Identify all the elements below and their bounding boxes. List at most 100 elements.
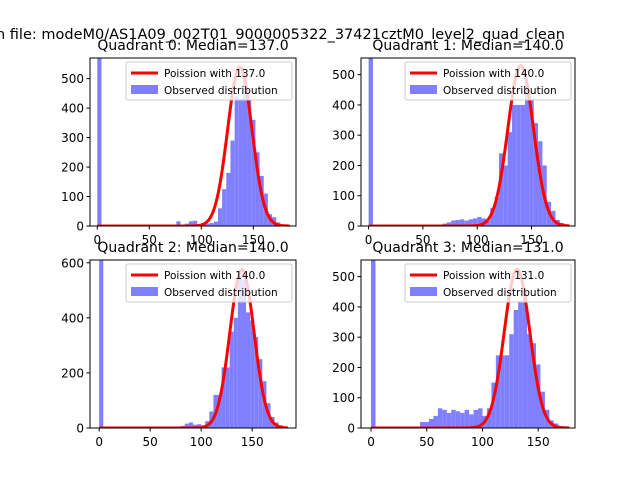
histogram-bar bbox=[520, 104, 526, 226]
histogram-bar bbox=[209, 223, 214, 226]
x-tick-label: 150 bbox=[241, 435, 264, 449]
histogram-bar bbox=[420, 421, 425, 428]
histogram-bar bbox=[446, 412, 452, 428]
histogram-bar bbox=[494, 197, 499, 226]
legend-observed-swatch bbox=[131, 85, 158, 94]
histogram-bar bbox=[226, 172, 231, 226]
histogram-bar bbox=[221, 367, 226, 428]
x-tick-label: 150 bbox=[520, 233, 543, 247]
histogram-bar bbox=[437, 408, 443, 428]
histogram-bar bbox=[176, 221, 181, 226]
histogram-bar bbox=[213, 221, 218, 226]
legend-observed-swatch bbox=[131, 287, 158, 296]
legend-box bbox=[404, 263, 572, 303]
histogram-bar bbox=[460, 412, 465, 428]
legend-poisson-label: Poission with 140.0 bbox=[164, 270, 265, 282]
y-tick-label: 500 bbox=[332, 270, 355, 284]
legend-observed-swatch bbox=[410, 287, 437, 296]
panel-title: Quadrant 3: Median=131.0 bbox=[372, 240, 563, 256]
panel-title: Quadrant 0: Median=137.0 bbox=[97, 38, 288, 54]
x-tick-label: 50 bbox=[142, 233, 157, 247]
histogram-bar bbox=[371, 260, 376, 428]
histogram-bar bbox=[193, 424, 198, 428]
histogram-bar bbox=[238, 99, 243, 226]
histogram-bar bbox=[451, 409, 456, 428]
histogram-bar bbox=[188, 422, 193, 428]
histogram-bar bbox=[217, 208, 223, 226]
y-tick-label: 300 bbox=[61, 131, 84, 145]
quadrant-panel-0: 0 50 100 150 0 100 200 300 400 500 Quadrant 0: Med… bbox=[61, 38, 297, 247]
x-tick-label: 0 bbox=[93, 233, 101, 247]
y-tick-label: 0 bbox=[76, 220, 84, 234]
legend-observed-label: Observed distribution bbox=[443, 287, 557, 299]
histogram-bar bbox=[455, 219, 460, 226]
y-tick-label: 300 bbox=[332, 331, 355, 345]
histogram-bar bbox=[485, 220, 491, 226]
histogram-bar bbox=[472, 218, 478, 226]
legend-observed-label: Observed distribution bbox=[164, 85, 278, 97]
panel-title: Quadrant 1: Median=140.0 bbox=[372, 38, 563, 54]
histogram-bar bbox=[234, 96, 239, 226]
quadrant-panel-2: 0 50 100 150 0 200 400 600 Quadrant 2: Median=14… bbox=[61, 240, 297, 449]
histogram-bar bbox=[233, 317, 238, 428]
histogram-bar bbox=[255, 152, 260, 226]
y-tick-label: 100 bbox=[332, 391, 355, 405]
figure-suptitle: n file: modeM0/AS1A09_002T01_9000005322_… bbox=[0, 27, 565, 43]
x-tick-label: 100 bbox=[190, 233, 213, 247]
histogram-bar bbox=[424, 421, 429, 428]
histogram-bar bbox=[193, 220, 198, 226]
y-tick-label: 100 bbox=[332, 189, 355, 203]
y-tick-label: 200 bbox=[61, 161, 84, 175]
histogram-bar bbox=[451, 220, 456, 226]
histogram-bar bbox=[531, 343, 536, 428]
x-tick-label: 0 bbox=[367, 435, 375, 449]
histogram-bar bbox=[99, 260, 104, 428]
y-tick-label: 500 bbox=[332, 68, 355, 82]
histogram-bar bbox=[504, 355, 510, 428]
legend-box bbox=[125, 263, 293, 303]
histogram-bar bbox=[222, 189, 227, 226]
legend-observed-label: Observed distribution bbox=[443, 85, 557, 97]
histogram-bar bbox=[247, 99, 252, 226]
histogram-bar bbox=[251, 119, 256, 226]
y-tick-label: 400 bbox=[61, 311, 84, 325]
histogram-bar bbox=[533, 123, 539, 226]
histogram-bar bbox=[368, 58, 373, 226]
histogram-bar bbox=[446, 222, 452, 226]
x-tick-label: 50 bbox=[143, 435, 158, 449]
axes-frame bbox=[360, 57, 576, 227]
quadrant-panel-1: 0 50 100 150 0 100 200 300 400 500 Quadrant 1: Med… bbox=[332, 38, 576, 247]
x-tick-label: 150 bbox=[527, 435, 550, 449]
y-tick-label: 200 bbox=[332, 361, 355, 375]
y-tick-label: 0 bbox=[76, 422, 84, 436]
legend-observed-swatch bbox=[410, 85, 437, 94]
histogram-bar bbox=[242, 75, 248, 226]
histogram-bar bbox=[516, 104, 521, 226]
histogram-bar bbox=[478, 408, 483, 428]
y-tick-label: 300 bbox=[332, 129, 355, 143]
y-tick-label: 400 bbox=[332, 98, 355, 112]
legend: Poission with 140.0 Observed distribution bbox=[125, 263, 293, 303]
histogram-bar bbox=[491, 382, 496, 428]
histogram-bar bbox=[459, 219, 465, 226]
histogram-bar bbox=[197, 424, 202, 428]
histogram-bar bbox=[237, 276, 242, 428]
histogram-bar bbox=[486, 408, 492, 428]
quadrant-panel-3: 0 50 100 150 0 100 200 300 400 500 Quadrant 3: Med… bbox=[332, 240, 576, 449]
y-tick-label: 600 bbox=[61, 256, 84, 270]
histogram-bar bbox=[254, 337, 259, 428]
histogram-bar bbox=[250, 320, 255, 428]
histogram-bar bbox=[188, 221, 193, 226]
histogram-bar bbox=[490, 207, 495, 226]
x-tick-label: 150 bbox=[242, 233, 265, 247]
histogram-bar bbox=[522, 291, 528, 428]
legend-poisson-label: Poission with 140.0 bbox=[443, 68, 544, 80]
legend: Poission with 137.0 Observed distribution bbox=[125, 61, 293, 101]
axes-frame bbox=[89, 57, 297, 227]
histogram-bar bbox=[473, 409, 479, 428]
histogram-bar bbox=[518, 300, 523, 428]
histogram-bar bbox=[503, 165, 508, 226]
y-tick-label: 200 bbox=[61, 366, 84, 380]
x-tick-label: 0 bbox=[95, 435, 103, 449]
